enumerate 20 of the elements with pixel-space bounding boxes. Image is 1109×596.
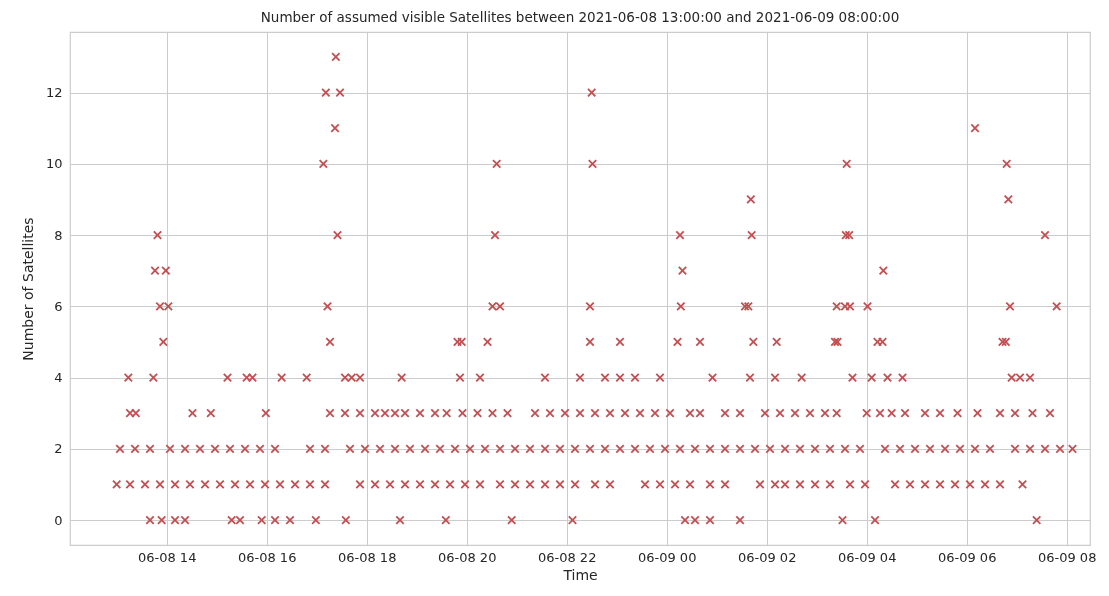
x-axis-title: Time: [562, 566, 598, 583]
y-tick-label: 10: [45, 156, 63, 172]
y-tick-label: 8: [54, 227, 63, 243]
x-tick-label: 06-08 22: [537, 549, 597, 565]
x-tick-label: 06-09 06: [937, 549, 997, 565]
y-tick-label: 0: [54, 512, 63, 528]
y-tick-label: 6: [54, 298, 63, 314]
x-tick-label: 06-09 04: [837, 549, 897, 565]
x-tick-label: 06-09 00: [637, 549, 697, 565]
y-axis-title: Number of Satellites: [19, 217, 36, 361]
x-tick-label: 06-08 14: [137, 549, 197, 565]
chart-title: Number of assumed visible Satellites between 2021-06-08 13:00:00 and 2021-06-09 08:00:00: [260, 8, 900, 25]
x-tick-label: 06-09 08: [1037, 549, 1097, 565]
y-tick-label: 12: [45, 85, 63, 101]
x-tick-label: 06-08 18: [337, 549, 397, 565]
x-tick-label: 06-08 16: [237, 549, 297, 565]
y-tick-label: 4: [54, 370, 63, 386]
x-tick-label: 06-08 20: [437, 549, 497, 565]
x-tick-label: 06-09 02: [737, 549, 797, 565]
y-tick-label: 2: [54, 441, 63, 457]
